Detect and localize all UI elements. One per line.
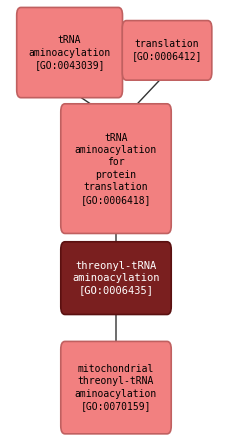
Text: tRNA
aminoacylation
for
protein
translation
[GO:0006418]: tRNA aminoacylation for protein translat…	[75, 133, 156, 205]
Text: mitochondrial
threonyl-tRNA
aminoacylation
[GO:0070159]: mitochondrial threonyl-tRNA aminoacylati…	[75, 364, 156, 411]
FancyBboxPatch shape	[61, 342, 170, 434]
Text: translation
[GO:0006412]: translation [GO:0006412]	[131, 39, 201, 62]
FancyBboxPatch shape	[122, 21, 211, 80]
Text: tRNA
aminoacylation
[GO:0043039]: tRNA aminoacylation [GO:0043039]	[28, 35, 110, 70]
FancyBboxPatch shape	[61, 104, 170, 233]
Text: threonyl-tRNA
aminoacylation
[GO:0006435]: threonyl-tRNA aminoacylation [GO:0006435…	[72, 261, 159, 296]
FancyBboxPatch shape	[61, 242, 170, 314]
FancyBboxPatch shape	[17, 7, 122, 98]
